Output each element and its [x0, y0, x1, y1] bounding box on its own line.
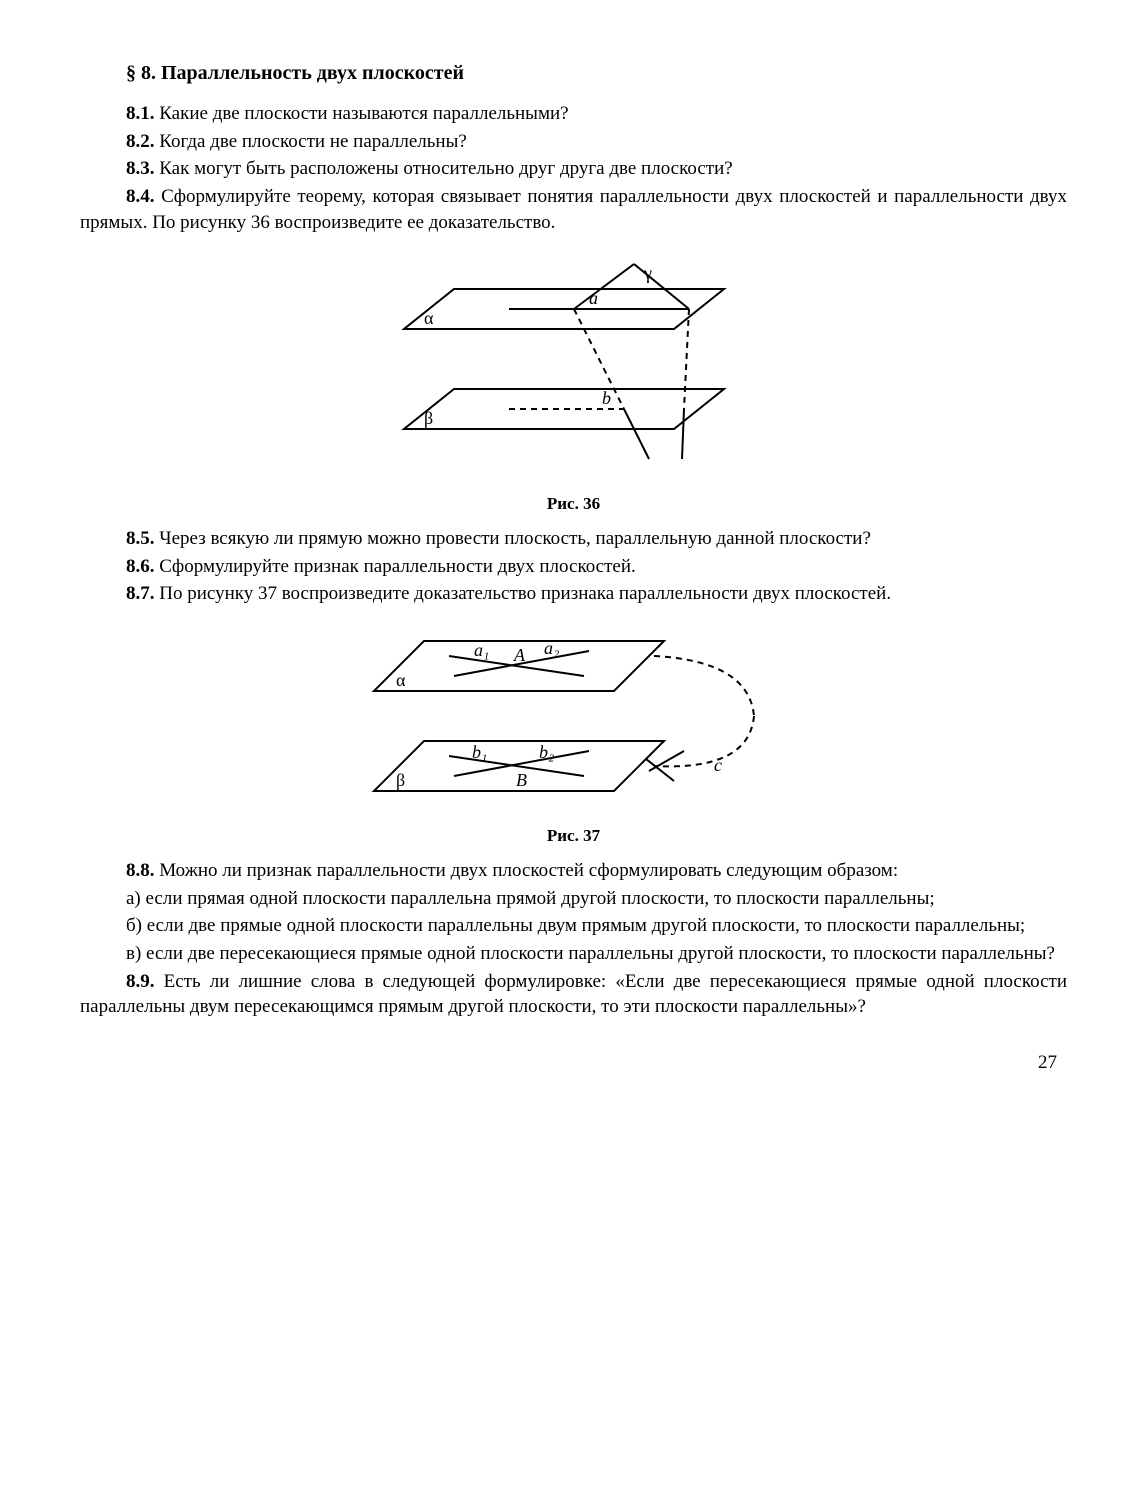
svg-text:c: c: [714, 755, 722, 775]
svg-text:a₂: a₂: [544, 638, 559, 658]
question-text: Какие две плоскости называются параллель…: [155, 103, 569, 124]
svg-text:α: α: [396, 670, 406, 690]
question-text: Можно ли признак параллельности двух пло…: [155, 860, 899, 881]
question-8-6: 8.6. Сформулируйте признак параллельност…: [80, 554, 1067, 580]
svg-text:b: b: [602, 388, 611, 408]
question-8-8-b: б) если две прямые одной плоскости парал…: [80, 913, 1067, 939]
question-text: Сформулируйте признак параллельности дву…: [155, 556, 636, 577]
svg-text:β: β: [396, 770, 405, 790]
svg-text:α: α: [424, 308, 434, 328]
question-number: 8.4.: [126, 186, 155, 207]
svg-text:A: A: [513, 645, 526, 665]
figure-37: α β a₁ a₂ Ab₁ b₂ Bc Рис. 37: [80, 621, 1067, 848]
question-text: Сформулируйте теорему, которая связывает…: [80, 186, 1067, 233]
section-title: § 8. Параллельность двух плоскостей: [126, 60, 1067, 87]
question-8-4: 8.4. Сформулируйте теорему, которая связ…: [80, 184, 1067, 235]
question-8-7: 8.7. По рисунку 37 воспроизведите доказа…: [80, 581, 1067, 607]
question-number: 8.1.: [126, 103, 155, 124]
question-8-8-a: а) если прямая одной плоскости параллель…: [80, 886, 1067, 912]
question-8-2: 8.2. Когда две плоскости не параллельны?: [80, 129, 1067, 155]
question-text: Как могут быть расположены относительно …: [155, 158, 733, 179]
figure-37-svg: α β a₁ a₂ Ab₁ b₂ Bc: [354, 621, 794, 821]
question-number: 8.9.: [126, 971, 155, 992]
question-text: По рисунку 37 воспроизведите доказательс…: [155, 583, 892, 604]
question-text: Через всякую ли прямую можно провести пл…: [155, 528, 871, 549]
question-8-8: 8.8. Можно ли признак параллельности дву…: [80, 858, 1067, 884]
svg-text:a₁: a₁: [474, 640, 489, 660]
question-number: 8.5.: [126, 528, 155, 549]
figure-37-caption: Рис. 37: [80, 825, 1067, 848]
figure-36-caption: Рис. 36: [80, 493, 1067, 516]
svg-text:a: a: [589, 288, 598, 308]
question-8-8-c: в) если две пересекающиеся прямые одной …: [80, 941, 1067, 967]
figure-36: α β γ a b Рис. 36: [80, 249, 1067, 516]
svg-text:γ: γ: [643, 263, 652, 283]
question-text: Есть ли лишние слова в следующей формули…: [80, 971, 1067, 1018]
question-8-9: 8.9. Есть ли лишние слова в следующей фо…: [80, 969, 1067, 1020]
question-number: 8.3.: [126, 158, 155, 179]
question-8-1: 8.1. Какие две плоскости называются пара…: [80, 101, 1067, 127]
question-number: 8.6.: [126, 556, 155, 577]
svg-text:B: B: [516, 770, 527, 790]
question-8-5: 8.5. Через всякую ли прямую можно провес…: [80, 526, 1067, 552]
svg-text:b₁: b₁: [472, 742, 487, 762]
question-8-3: 8.3. Как могут быть расположены относите…: [80, 156, 1067, 182]
question-number: 8.2.: [126, 131, 155, 152]
figure-36-svg: α β γ a b: [384, 249, 764, 489]
question-number: 8.7.: [126, 583, 155, 604]
question-text: Когда две плоскости не параллельны?: [155, 131, 467, 152]
question-number: 8.8.: [126, 860, 155, 881]
svg-text:β: β: [424, 408, 433, 428]
svg-text:b₂: b₂: [539, 742, 554, 762]
page-number: 27: [80, 1050, 1067, 1076]
